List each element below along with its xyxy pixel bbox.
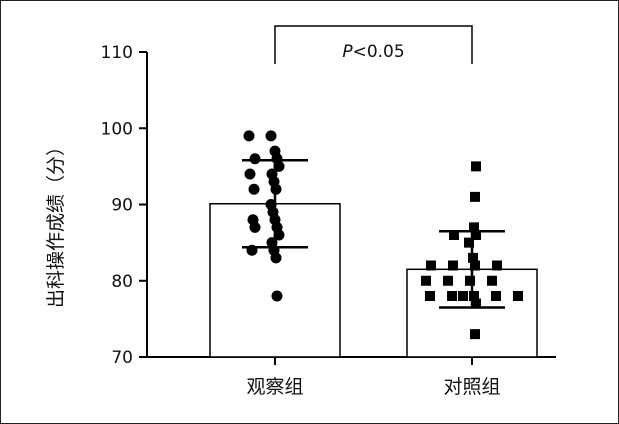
data-point (448, 260, 458, 271)
data-point (468, 252, 478, 263)
data-point (487, 275, 497, 286)
y-tick-label: 90 (111, 196, 133, 216)
data-point (465, 275, 475, 286)
y-tick-label: 80 (111, 272, 133, 292)
p-value: <0.05 (353, 42, 405, 62)
data-point (513, 291, 523, 301)
data-point (491, 291, 501, 301)
category-label: 对照组 (443, 376, 500, 398)
data-point (471, 230, 481, 240)
data-points (243, 130, 523, 340)
data-point (471, 161, 481, 172)
data-point (248, 183, 260, 195)
significance-bracket (274, 25, 473, 64)
x-tick-labels: 观察组 对照组 (246, 376, 500, 398)
y-ticks: 70 80 90 100 110 (101, 43, 473, 368)
data-point (270, 252, 282, 264)
data-point (470, 191, 480, 202)
significance-label: P<0.05 (342, 42, 404, 62)
y-axis-label: 出科操作成绩（分） (45, 137, 67, 308)
y-tick-label: 70 (111, 348, 133, 368)
data-point (469, 222, 479, 233)
data-point (265, 130, 277, 142)
data-point (246, 244, 258, 256)
data-point (464, 237, 474, 248)
data-point (421, 275, 431, 286)
data-point (243, 130, 255, 142)
data-point (425, 291, 435, 301)
data-point (470, 329, 480, 340)
data-point (249, 153, 261, 165)
data-point (244, 168, 256, 180)
significance-annotation: P<0.05 (274, 25, 473, 64)
data-point (273, 229, 285, 241)
data-point (492, 260, 502, 271)
data-point (469, 291, 479, 301)
y-tick-label: 110 (101, 43, 133, 63)
category-label: 观察组 (246, 376, 303, 398)
data-point (249, 221, 261, 233)
data-point (458, 291, 468, 301)
data-point (447, 291, 457, 301)
data-point (426, 260, 436, 271)
data-point (443, 275, 453, 286)
data-point (471, 298, 481, 309)
data-point (449, 230, 459, 240)
data-point (470, 260, 480, 271)
data-point (271, 290, 283, 302)
data-point (273, 160, 285, 172)
p-symbol: P (342, 42, 353, 62)
data-point (270, 183, 282, 195)
y-tick-label: 100 (101, 119, 133, 139)
